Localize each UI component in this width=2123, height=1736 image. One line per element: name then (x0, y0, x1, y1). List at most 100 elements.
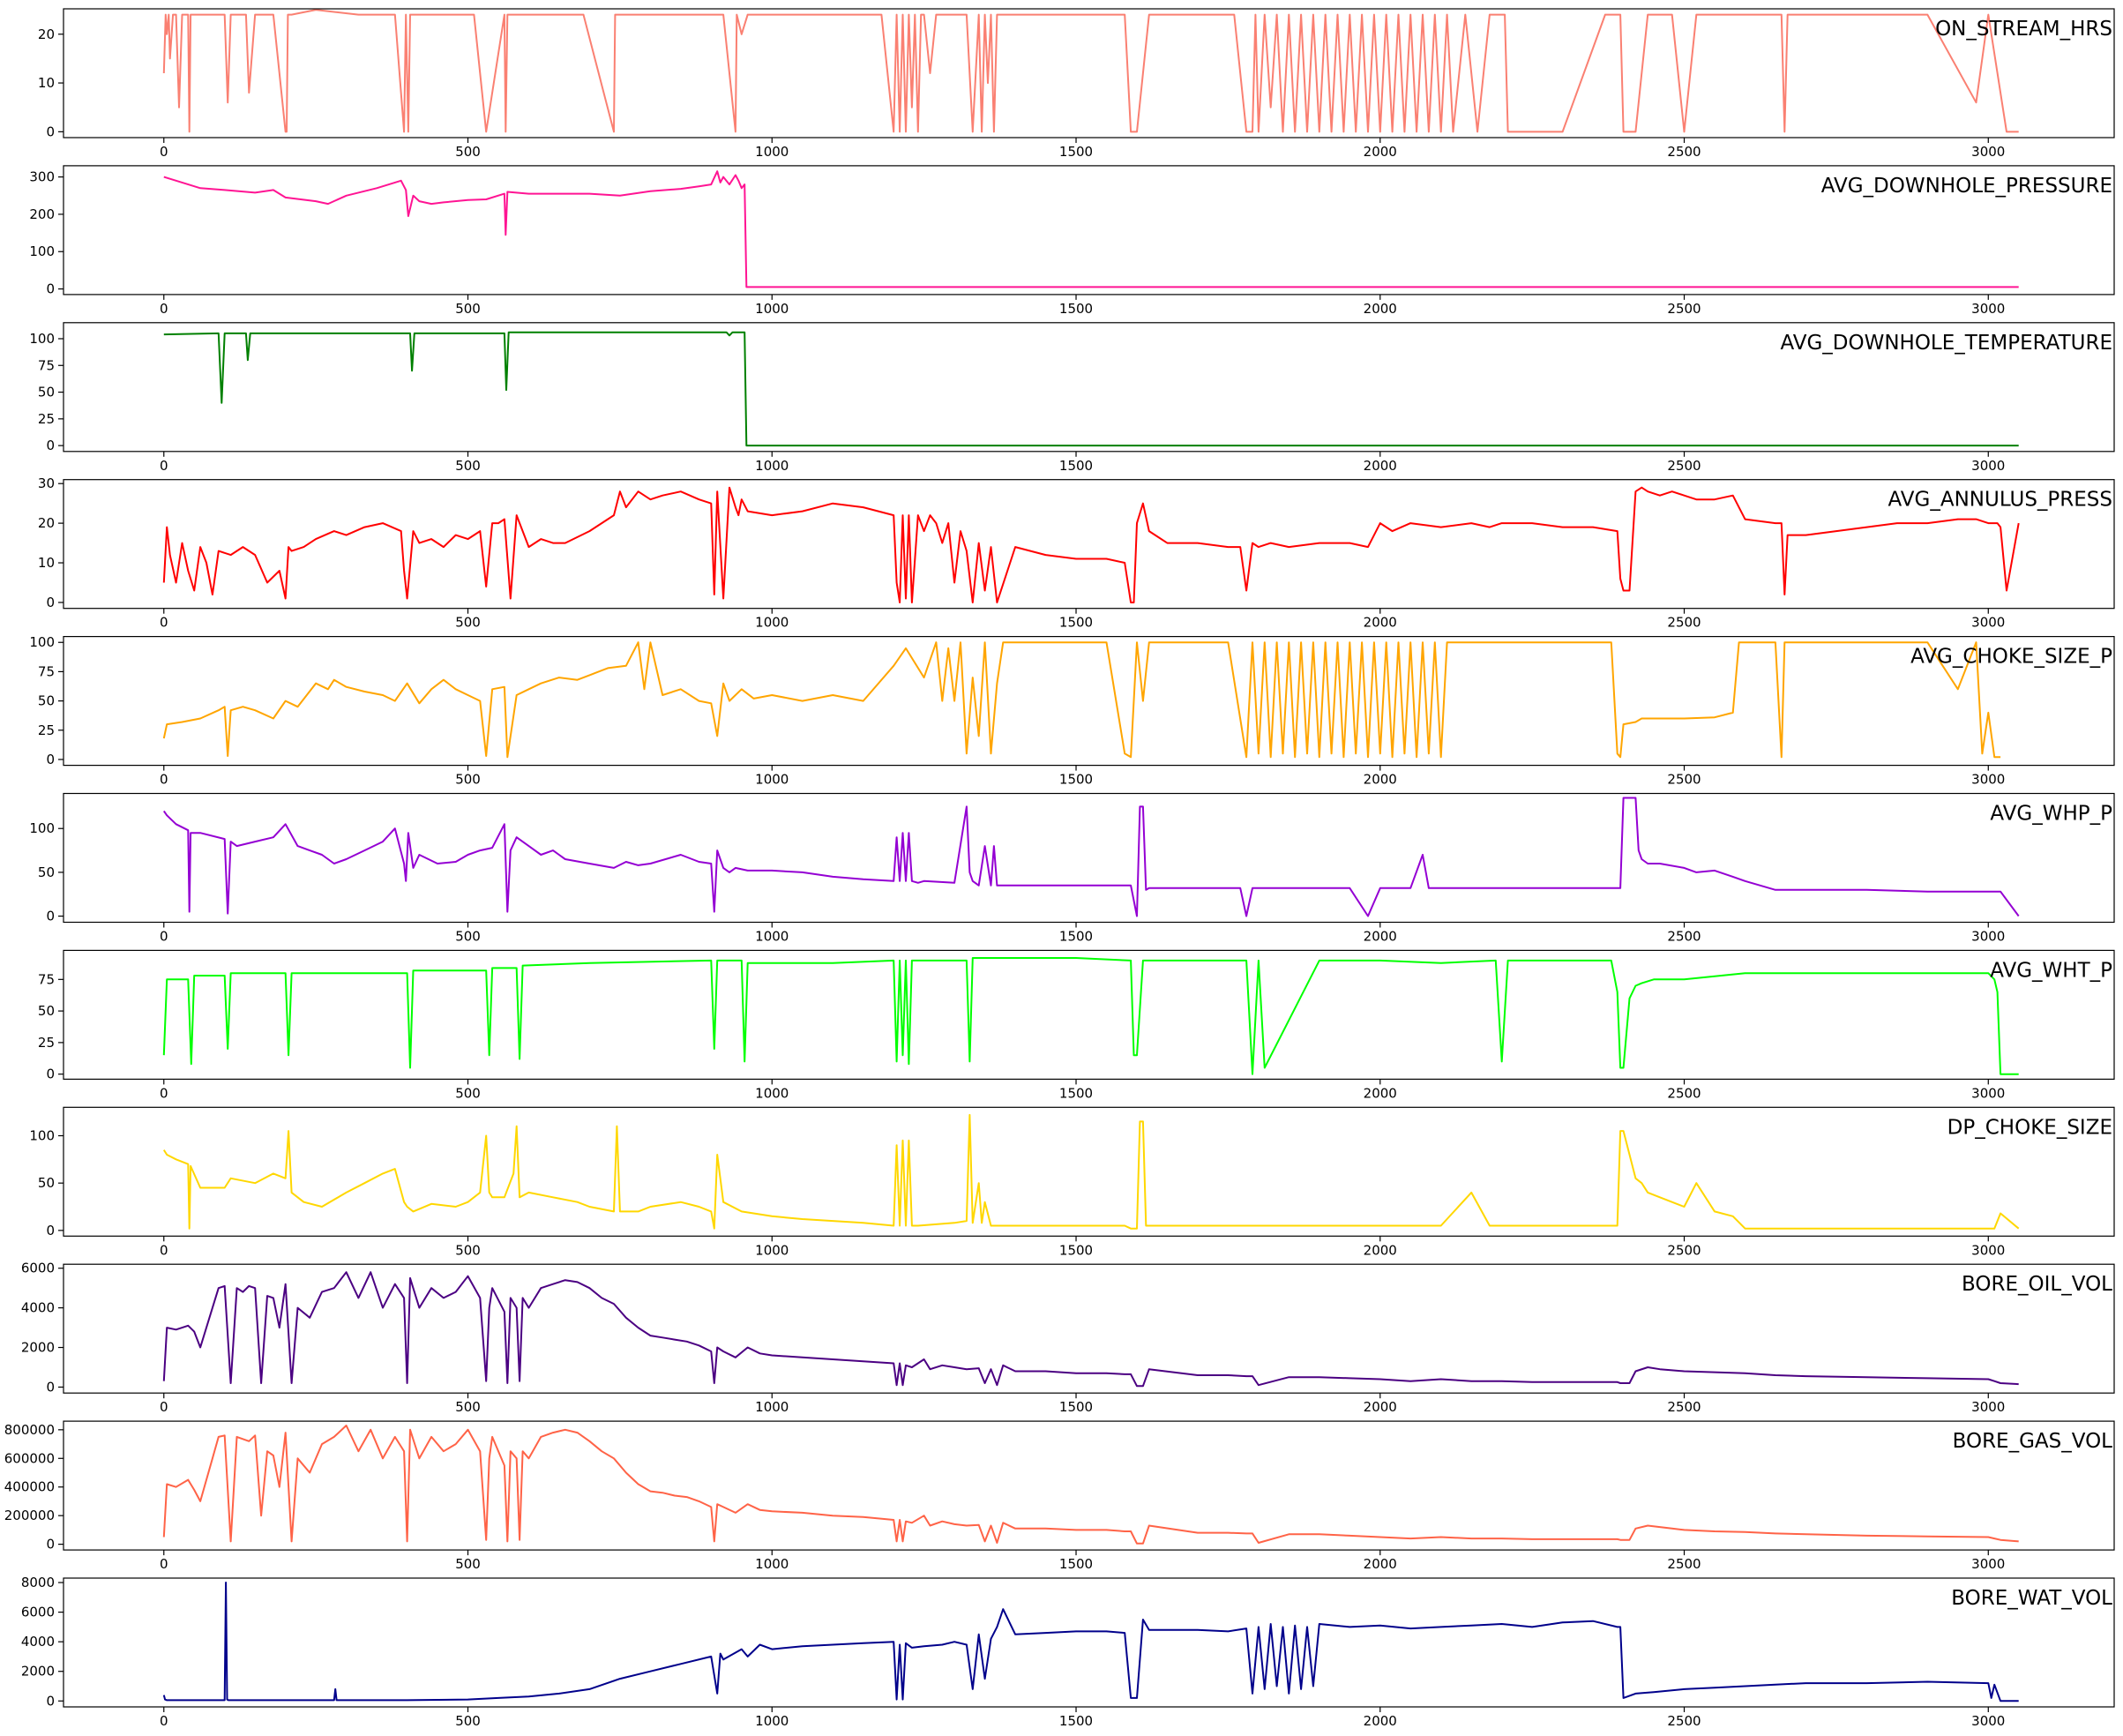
x-tick-label: 2500 (1667, 1085, 1701, 1101)
x-tick-label: 2500 (1667, 929, 1701, 945)
y-tick-label: 0 (46, 909, 55, 924)
x-tick-label: 500 (455, 301, 481, 317)
y-tick-label: 0 (46, 1066, 55, 1082)
y-tick-label: 50 (38, 1003, 55, 1019)
x-tick-label: 2000 (1364, 1556, 1397, 1572)
x-tick-label: 0 (160, 772, 168, 788)
x-tick-label: 2000 (1364, 1713, 1397, 1729)
y-tick-label: 25 (38, 1035, 55, 1051)
panel-title: ON_STREAM_HRS (1935, 18, 2112, 41)
x-tick-label: 1000 (755, 929, 789, 945)
y-tick-label: 0 (46, 281, 55, 297)
y-tick-label: 800000 (4, 1422, 55, 1438)
series-line (162, 9, 2019, 133)
x-tick-label: 0 (160, 1242, 168, 1258)
axes-frame (63, 635, 2115, 767)
panel-avg-choke-size-p: 0 500 1000 1500 2000 2500 3000 0 25 50 75 100 AVG_CH… (29, 634, 2115, 788)
x-tick-label: 0 (160, 1085, 168, 1101)
panel-title: AVG_DOWNHOLE_TEMPERATURE (1780, 332, 2112, 355)
x-tick-label: 1000 (755, 301, 789, 317)
x-tick-label: 1500 (1059, 615, 1093, 631)
y-tick-label: 10 (38, 555, 55, 571)
x-tick-label: 3000 (1971, 144, 2005, 160)
panel-avg-wht-p: 0 500 1000 1500 2000 2500 3000 0 25 50 75 AVG_WHT_P (38, 949, 2115, 1101)
x-tick-label: 1000 (755, 772, 789, 788)
x-tick-label: 3000 (1971, 1399, 2005, 1415)
panel-bore-oil-vol: 0 500 1000 1500 2000 2500 3000 0 2000 4000 6000 BOR… (21, 1261, 2115, 1415)
axes-frame (63, 479, 2115, 610)
y-tick-label: 4000 (21, 1634, 55, 1650)
y-tick-label: 0 (46, 1223, 55, 1238)
x-tick-label: 1500 (1059, 772, 1093, 788)
x-tick-label: 2500 (1667, 1399, 1701, 1415)
axes-frame (63, 792, 2115, 924)
x-tick-label: 500 (455, 144, 481, 160)
x-tick-label: 500 (455, 615, 481, 631)
panel-title: AVG_ANNULUS_PRESS (1888, 489, 2112, 512)
x-tick-label: 2000 (1364, 929, 1397, 945)
x-tick-label: 500 (455, 1085, 481, 1101)
y-tick-label: 200000 (4, 1508, 55, 1523)
axes-frame (63, 949, 2115, 1081)
x-tick-label: 3000 (1971, 458, 2005, 474)
x-tick-label: 0 (160, 301, 168, 317)
x-tick-label: 1500 (1059, 1242, 1093, 1258)
y-tick-label: 25 (38, 722, 55, 738)
x-tick-label: 1500 (1059, 929, 1093, 945)
series-line (162, 1271, 2019, 1388)
y-tick-label: 2000 (21, 1664, 55, 1680)
x-tick-label: 3000 (1971, 301, 2005, 317)
panel-avg-downhole-pressure: 0 500 1000 1500 2000 2500 3000 0 100 200 300 AVG_DO… (29, 165, 2115, 317)
panel-bore-gas-vol: 0 500 1000 1500 2000 2500 3000 0 200000 400000 600… (4, 1420, 2115, 1572)
y-tick-label: 50 (38, 385, 55, 400)
panel-title: AVG_CHOKE_SIZE_P (1910, 646, 2112, 669)
x-tick-label: 2500 (1667, 301, 1701, 317)
x-tick-label: 1500 (1059, 1556, 1093, 1572)
y-tick-label: 200 (29, 206, 55, 222)
x-tick-label: 2000 (1364, 615, 1397, 631)
y-tick-label: 2000 (21, 1340, 55, 1356)
x-tick-label: 3000 (1971, 615, 2005, 631)
series-line (162, 957, 2019, 1075)
x-tick-label: 1000 (755, 1085, 789, 1101)
x-tick-label: 0 (160, 1713, 168, 1729)
y-tick-label: 75 (38, 971, 55, 987)
panel-title: AVG_WHP_P (1990, 803, 2112, 826)
x-tick-label: 0 (160, 615, 168, 631)
axes-frame (63, 1577, 2115, 1708)
x-tick-label: 1500 (1059, 144, 1093, 160)
x-tick-label: 1500 (1059, 458, 1093, 474)
x-tick-label: 500 (455, 1713, 481, 1729)
x-tick-label: 2500 (1667, 1242, 1701, 1258)
x-tick-label: 1500 (1059, 301, 1093, 317)
y-tick-label: 0 (46, 123, 55, 139)
panel-title: BORE_GAS_VOL (1953, 1430, 2113, 1453)
y-tick-label: 50 (38, 1175, 55, 1191)
panel-title: BORE_WAT_VOL (1951, 1587, 2112, 1610)
y-tick-label: 50 (38, 693, 55, 709)
x-tick-label: 1000 (755, 458, 789, 474)
series-line (163, 170, 2019, 288)
x-tick-label: 1000 (755, 1242, 789, 1258)
x-tick-label: 2000 (1364, 1242, 1397, 1258)
x-tick-label: 500 (455, 1242, 481, 1258)
series-line (162, 1425, 2019, 1545)
x-tick-label: 2500 (1667, 458, 1701, 474)
y-tick-label: 0 (46, 595, 55, 610)
axes-frame (63, 1106, 2115, 1237)
x-tick-label: 1000 (755, 1399, 789, 1415)
y-tick-label: 8000 (21, 1575, 55, 1590)
y-tick-label: 100 (29, 243, 55, 259)
x-tick-label: 1000 (755, 1713, 789, 1729)
x-tick-label: 2000 (1364, 301, 1397, 317)
y-tick-label: 50 (38, 864, 55, 880)
panel-title: BORE_OIL_VOL (1962, 1273, 2112, 1296)
y-tick-label: 6000 (21, 1605, 55, 1620)
y-tick-label: 20 (38, 26, 55, 42)
y-tick-label: 10 (38, 75, 55, 91)
series-line (162, 641, 2001, 759)
x-tick-label: 3000 (1971, 772, 2005, 788)
x-tick-label: 0 (160, 144, 168, 160)
x-tick-label: 1000 (755, 144, 789, 160)
